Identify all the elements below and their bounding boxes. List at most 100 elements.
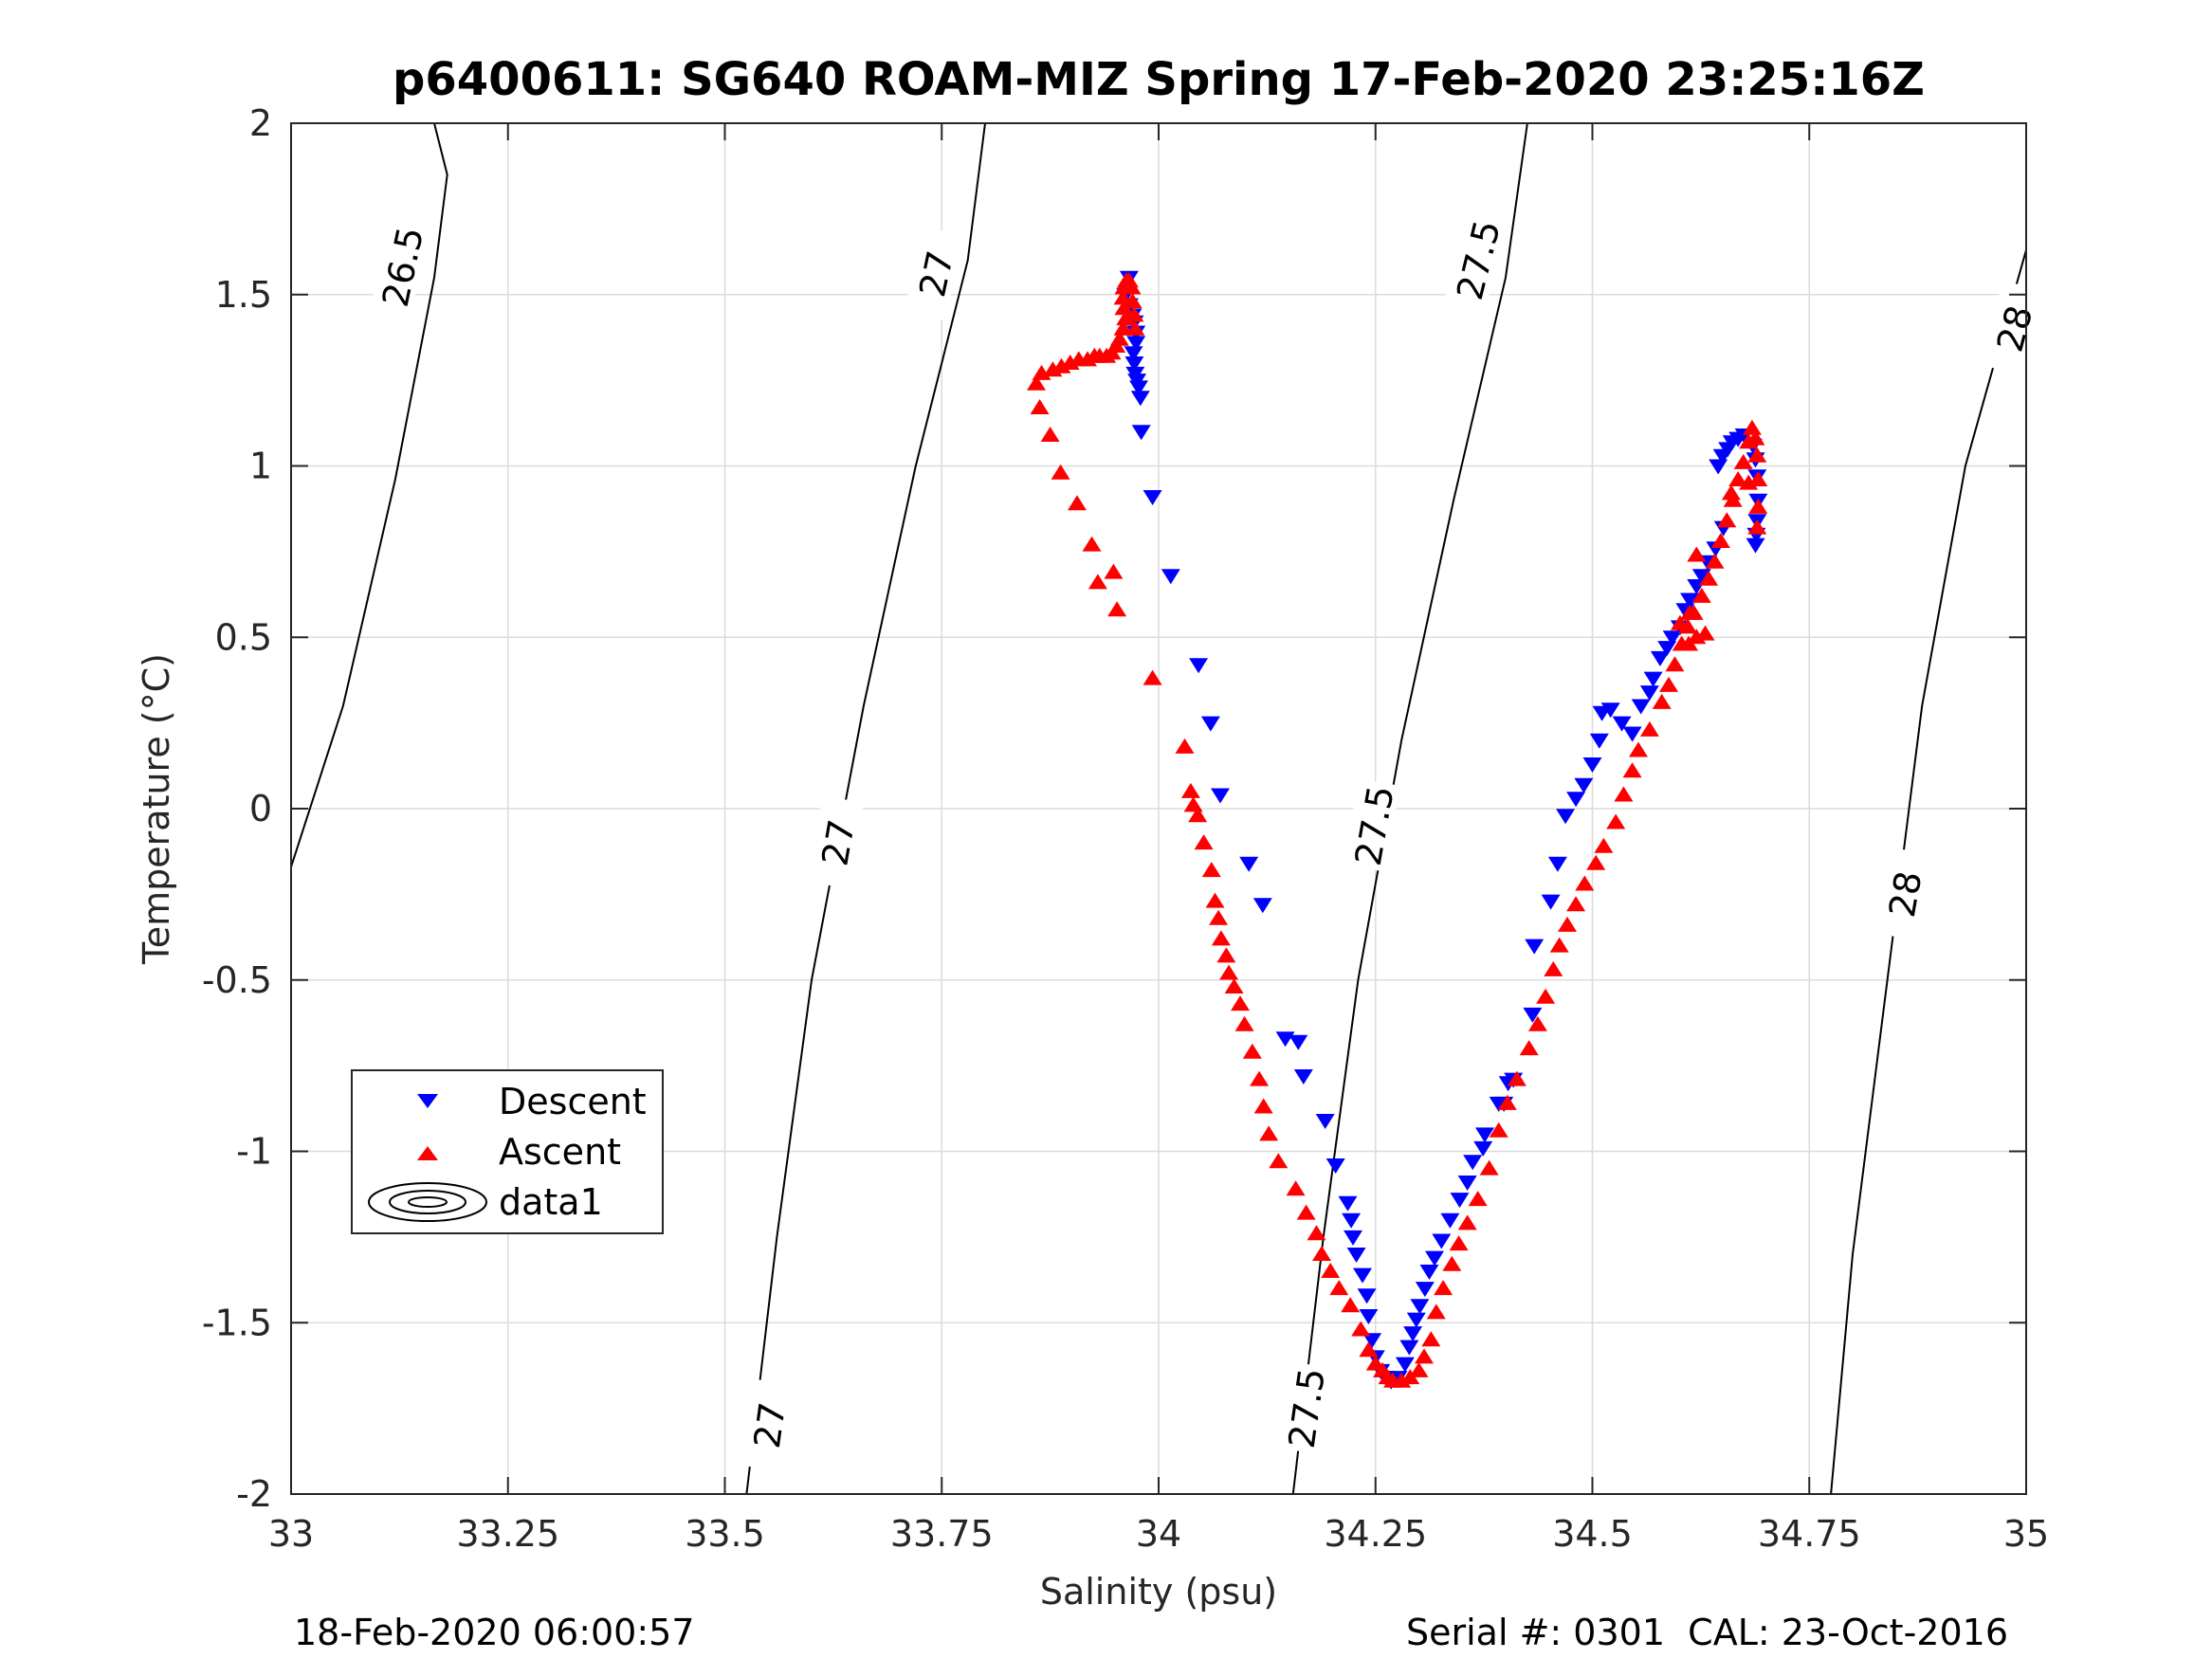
contour-label-text: 28 [1881, 868, 1930, 921]
ascent-point [1468, 1191, 1488, 1207]
ascent-point [1549, 937, 1569, 953]
legend: Descent Ascent data1 [351, 1069, 664, 1234]
descent-point [1691, 569, 1711, 585]
y-tick-label: 1.5 [215, 274, 272, 316]
ascent-point [1594, 837, 1614, 853]
ascent-point [1733, 453, 1753, 469]
descent-point [1463, 1155, 1483, 1171]
descent-point [1346, 1248, 1366, 1263]
x-axis-label: Salinity (psu) [1040, 1571, 1277, 1613]
ascent-point [1307, 1225, 1326, 1241]
ascent-point [1489, 1121, 1508, 1138]
ascent-point [1536, 988, 1556, 1004]
descent-point [1189, 658, 1209, 674]
ascent-point [1659, 676, 1678, 692]
ascent-point [1544, 960, 1563, 976]
ascent-point [1027, 374, 1046, 391]
ascent-point [1259, 1125, 1279, 1141]
x-tick-label: 34 [1136, 1513, 1181, 1555]
contour-label: 27 [904, 226, 963, 320]
descent-point [1475, 1127, 1494, 1143]
descent-point [1425, 1250, 1444, 1267]
ascent-point [1234, 1015, 1254, 1031]
contour-label: 27 [740, 1378, 795, 1471]
ascent-point [1175, 738, 1195, 754]
legend-data1-label: data1 [499, 1181, 603, 1223]
ascent-point [1123, 293, 1143, 308]
descent-point [1650, 650, 1670, 666]
descent-point [1130, 391, 1150, 407]
ascent-point [1721, 484, 1741, 501]
ascent-point [1180, 782, 1200, 798]
descent-point [1359, 1309, 1379, 1324]
ascent-point [1747, 519, 1767, 535]
legend-ascent-marker [417, 1146, 438, 1160]
ascent-point [1479, 1159, 1499, 1176]
ascent-point [1728, 471, 1748, 486]
chart-title: p6400611: SG640 ROAM-MIZ Spring 17-Feb-2… [393, 53, 1925, 106]
ascent-point [1639, 720, 1659, 737]
descent-point [1143, 490, 1162, 505]
contour-line [291, 123, 448, 867]
ascent-point [1188, 807, 1208, 823]
ascent-point [1691, 587, 1711, 603]
y-tick-label: 2 [249, 102, 272, 144]
y-tick-label: -1 [236, 1131, 272, 1173]
descent-point [1410, 1299, 1430, 1315]
y-axis-ticks: -2 -1.5 -1 -0.5 0 0.5 1 1.5 2 [202, 102, 2026, 1515]
descent-point [1566, 792, 1586, 808]
ascent-point [1519, 1040, 1539, 1056]
ascent-point [1201, 862, 1221, 878]
ascent-point [1359, 1341, 1379, 1358]
x-tick-label: 33.25 [456, 1513, 559, 1555]
ascent-point [1205, 892, 1225, 908]
legend-contour-icon [368, 1182, 487, 1222]
x-tick-label: 33.5 [685, 1513, 765, 1555]
descent-point [1131, 425, 1151, 441]
ascent-point [1030, 399, 1050, 414]
x-tick-label: 34.75 [1758, 1513, 1861, 1555]
descent-point [1556, 809, 1576, 825]
ascent-point [1622, 762, 1642, 778]
ascent-point [1269, 1153, 1289, 1169]
ascent-point [1575, 875, 1595, 891]
contour-label-text: 27 [814, 816, 863, 868]
ascent-point [1082, 536, 1102, 552]
ascent-point [1109, 330, 1129, 346]
descent-point [1746, 538, 1765, 554]
ascent-point [1705, 553, 1725, 569]
descent-point [1473, 1140, 1493, 1157]
descent-point [1523, 1007, 1543, 1023]
descent-point [1399, 1340, 1419, 1356]
y-tick-label: -2 [236, 1473, 272, 1515]
descent-point [1357, 1288, 1377, 1304]
descent-point [1419, 1265, 1439, 1280]
ascent-point [1746, 429, 1765, 446]
x-tick-label: 33 [268, 1513, 314, 1555]
ascent-point [1449, 1235, 1469, 1251]
ascent-point [1068, 495, 1087, 511]
ascent-point [1312, 1246, 1331, 1261]
descent-point [1293, 1069, 1313, 1085]
descent-point [1344, 1230, 1362, 1246]
y-tick-label: -1.5 [202, 1302, 272, 1343]
descent-point [1342, 1212, 1362, 1229]
descent-point [1662, 630, 1682, 647]
ascent-point [1586, 854, 1606, 870]
ascent-point [1216, 947, 1236, 963]
descent-point [1680, 592, 1699, 609]
ascent-point [1717, 512, 1737, 528]
ascent-point [1286, 1180, 1306, 1196]
x-tick-label: 34.5 [1552, 1513, 1633, 1555]
y-axis-label: Temperature (°C) [136, 653, 177, 965]
ascent-point [1497, 1094, 1517, 1110]
ascent-point [1231, 995, 1250, 1012]
descent-point [1353, 1267, 1372, 1284]
footer-timestamp: 18-Feb-2020 06:00:57 [294, 1612, 695, 1653]
descent-point [1315, 1114, 1335, 1129]
ascent-point [1107, 601, 1127, 617]
descent-point [1325, 1158, 1345, 1174]
ascent-point [1606, 813, 1626, 830]
